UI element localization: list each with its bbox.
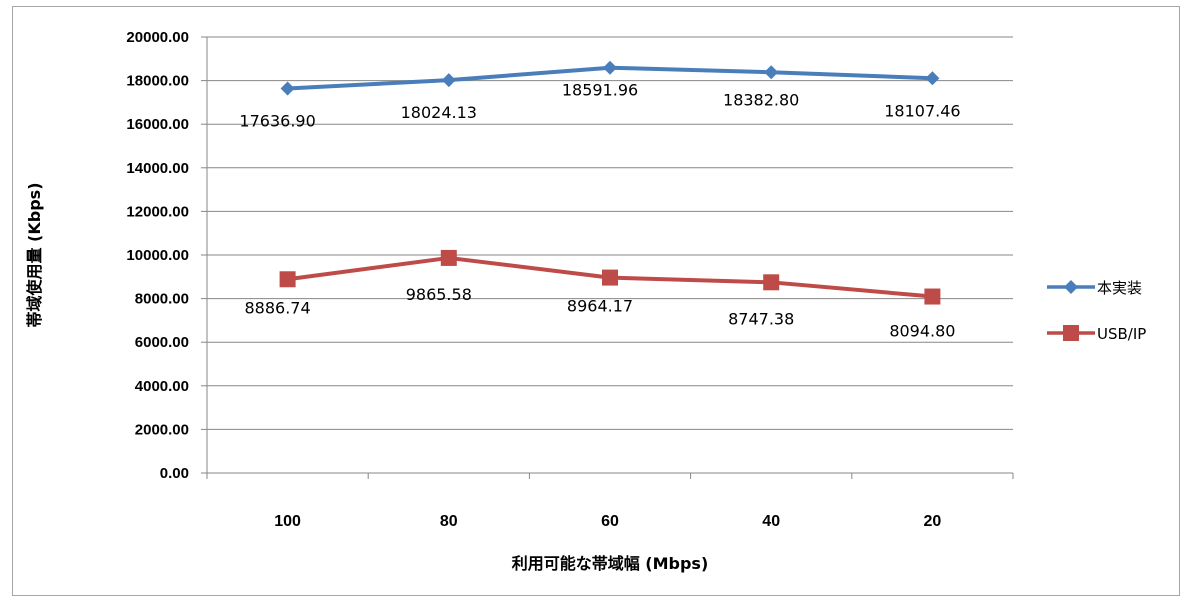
data-point-marker: [925, 71, 940, 86]
data-label: 8094.80: [889, 322, 955, 341]
y-tick-label: 0.00: [160, 465, 189, 482]
y-tick-label: 2000.00: [135, 421, 189, 438]
x-axis-title: 利用可能な帯域幅 (Mbps): [512, 554, 709, 573]
data-label: 8747.38: [728, 309, 794, 328]
legend-marker: [1063, 325, 1079, 341]
y-tick-label: 14000.00: [126, 160, 189, 177]
y-tick-label: 6000.00: [135, 334, 189, 351]
data-labels: 17636.90 18024.13 18591.96 18382.80 18107.46…: [239, 81, 960, 341]
data-label: 18107.46: [884, 101, 960, 120]
x-tick-label: 40: [762, 513, 780, 530]
y-tick-label: 18000.00: [126, 73, 189, 90]
data-point-marker: [280, 81, 295, 96]
data-label: 18591.96: [562, 81, 638, 100]
data-point-marker: [441, 73, 456, 88]
legend-marker: [1064, 280, 1078, 294]
data-point-marker: [602, 269, 618, 286]
x-tick-label: 20: [924, 513, 942, 530]
series-lines: [287, 65, 933, 299]
data-label: 18024.13: [401, 103, 477, 122]
x-tick-label: 80: [440, 513, 458, 530]
y-tick-label: 20000.00: [126, 29, 189, 46]
y-tick-label: 10000.00: [126, 247, 189, 264]
y-axis-title: 帯域使用量 (Kbps): [25, 182, 44, 327]
data-point-marker: [440, 249, 457, 266]
y-tick-label: 8000.00: [135, 291, 189, 308]
x-tick-label: 100: [274, 513, 301, 530]
data-point-marker: [924, 288, 941, 305]
y-tick-label: 16000.00: [126, 116, 189, 133]
data-point-marker: [763, 274, 780, 291]
axes: [201, 36, 1014, 479]
data-label: 18382.80: [723, 90, 799, 109]
legend: 本実装 USB/IP: [1047, 279, 1146, 343]
data-point-marker: [279, 271, 296, 288]
data-label: 9865.58: [406, 285, 472, 304]
legend-label: USB/IP: [1097, 325, 1146, 343]
legend-label: 本実装: [1097, 279, 1142, 297]
y-tick-label: 12000.00: [126, 203, 189, 220]
data-label: 8964.17: [567, 297, 633, 316]
data-label: 17636.90: [239, 112, 315, 131]
data-label: 8886.74: [245, 298, 311, 317]
x-tick-labels: 100 80 60 40 20: [274, 513, 941, 530]
y-tick-labels: 0.00 2000.00 4000.00 6000.00 8000.00 10000.00…: [126, 29, 189, 482]
series-markers: [279, 60, 941, 305]
y-tick-label: 4000.00: [135, 378, 189, 395]
data-point-marker: [764, 65, 779, 80]
x-tick-label: 60: [601, 513, 619, 530]
data-point-marker: [603, 60, 617, 75]
gridlines: [207, 36, 1013, 430]
